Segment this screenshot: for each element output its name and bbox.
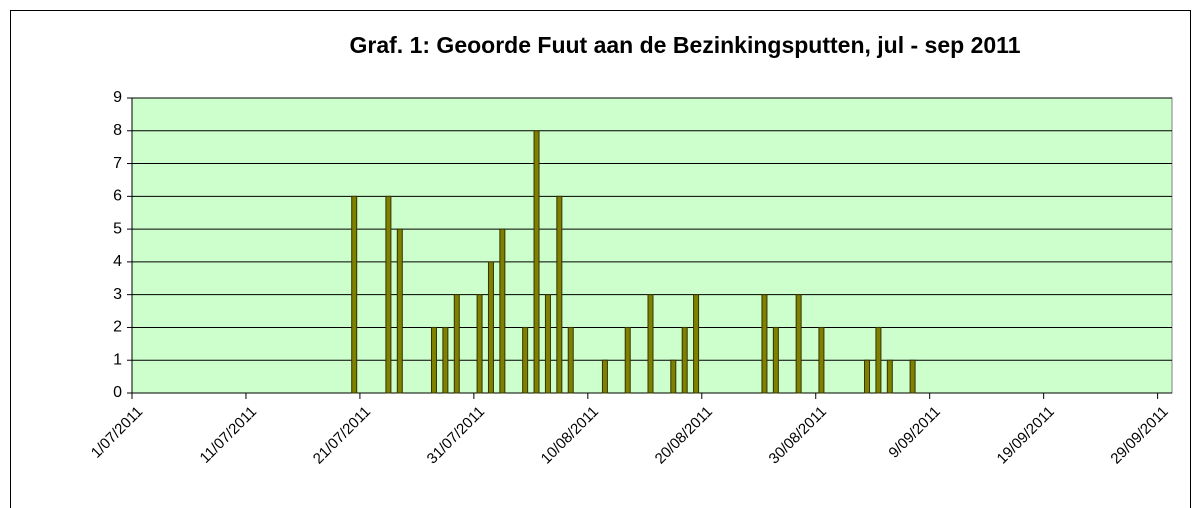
y-tick-label: 3 [113, 286, 122, 303]
bar [556, 195, 563, 394]
bar [522, 326, 529, 394]
bar [430, 326, 437, 394]
y-tick-label: 1 [113, 351, 122, 368]
chart-title: Graf. 1: Geoorde Fuut aan de Bezinkingsp… [350, 32, 1021, 58]
bar [818, 326, 825, 394]
bar [693, 294, 700, 394]
y-tick-label: 9 [113, 89, 122, 106]
bar [681, 326, 688, 394]
y-tick-label: 4 [113, 253, 122, 270]
bar [351, 195, 358, 394]
bar [476, 294, 483, 394]
bar [886, 359, 893, 394]
bar [487, 261, 494, 394]
bar [624, 326, 631, 394]
y-tick-label: 8 [113, 122, 122, 139]
bar [396, 228, 403, 394]
bar [544, 294, 551, 394]
y-tick-label: 0 [113, 384, 122, 401]
y-tick-label: 6 [113, 188, 122, 205]
bar [864, 359, 871, 394]
bar [647, 294, 654, 394]
bar [670, 359, 677, 394]
bar [795, 294, 802, 394]
y-tick-label: 2 [113, 319, 122, 336]
y-tick-label: 5 [113, 220, 122, 237]
y-tick-label: 7 [113, 155, 122, 172]
bar [772, 326, 779, 394]
bar [442, 326, 449, 394]
bar [385, 195, 392, 394]
bar [875, 326, 882, 394]
bar [761, 294, 768, 394]
bar [601, 359, 608, 394]
bar [909, 359, 916, 394]
bar [499, 228, 506, 394]
bar [567, 326, 574, 394]
bar [453, 294, 460, 394]
bar [533, 130, 540, 394]
